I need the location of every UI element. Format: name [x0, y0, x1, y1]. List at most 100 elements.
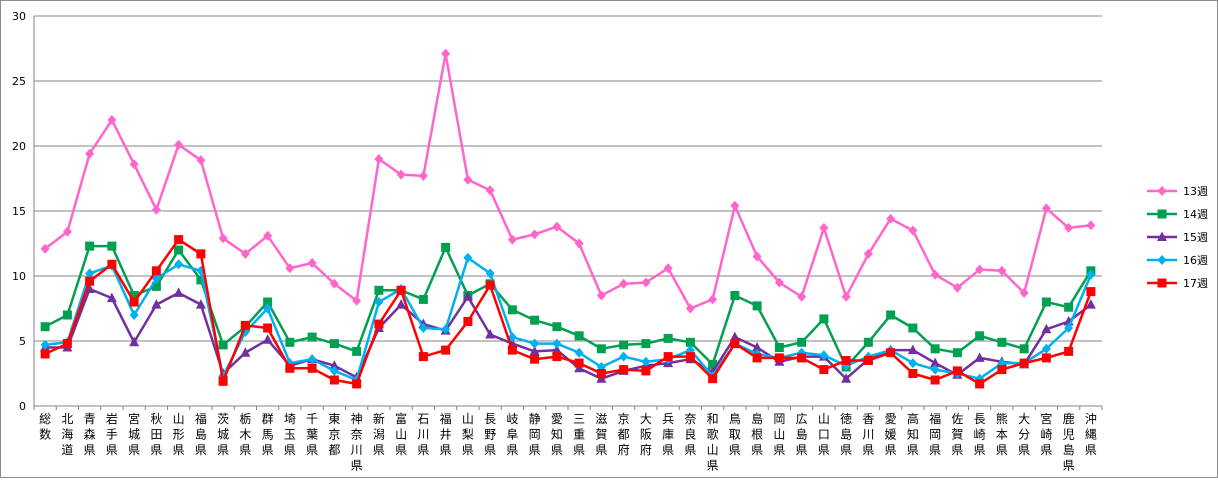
x-tick-label: 佐賀県: [951, 412, 963, 457]
data-point: [507, 234, 517, 245]
data-point: [1041, 323, 1052, 334]
data-point: [841, 356, 851, 365]
data-point: [307, 354, 317, 365]
data-point: [485, 268, 495, 279]
x-tick-label: 三重県: [573, 412, 585, 457]
data-point: [174, 245, 184, 255]
data-point: [329, 365, 339, 376]
legend-label: 13週: [1183, 185, 1208, 198]
data-point: [441, 324, 451, 335]
data-point: [797, 353, 807, 363]
x-tick-label: 広島県: [796, 412, 808, 457]
data-point: [151, 281, 161, 291]
x-tick-label: 長崎県: [974, 412, 986, 457]
data-point: [463, 317, 473, 326]
data-point: [396, 169, 406, 180]
y-tick-label: 30: [12, 10, 26, 23]
data-point: [62, 339, 72, 349]
data-point: [663, 263, 673, 274]
data-point: [107, 241, 117, 251]
data-point: [574, 358, 584, 368]
data-point: [886, 310, 896, 320]
data-point: [708, 359, 718, 369]
data-point: [641, 366, 651, 376]
data-point: [930, 269, 940, 280]
data-point: [863, 248, 873, 259]
data-point: [685, 337, 695, 347]
x-tick-label: 長野県: [484, 412, 496, 457]
legend-item: 15週: [1147, 231, 1208, 244]
data-point: [552, 322, 562, 332]
data-point: [997, 365, 1007, 375]
x-tick-label: 宮崎県: [1040, 411, 1052, 457]
x-tick-label: 山梨県: [462, 412, 474, 457]
data-point: [285, 363, 295, 373]
x-tick-label: 静岡県: [529, 412, 541, 457]
x-tick-label: 東京都: [328, 412, 340, 457]
legend-item: 13週: [1147, 185, 1208, 198]
data-point: [396, 299, 407, 309]
data-point: [263, 230, 273, 241]
data-point: [752, 251, 762, 262]
data-point: [1064, 222, 1074, 233]
x-tick-label: 総数: [39, 412, 51, 442]
data-point: [774, 343, 784, 352]
data-point: [530, 338, 540, 349]
x-axis: 総数北海道青森県岩手県宮城県秋田県山形県福島県茨城県栃木県群馬県埼玉県千葉県東京…: [33, 406, 1103, 473]
data-point: [1064, 346, 1074, 356]
data-point: [174, 139, 184, 150]
series-1: [40, 48, 1096, 314]
x-tick-label: 新潟県: [373, 411, 385, 457]
data-point: [441, 242, 451, 252]
data-point: [930, 375, 940, 385]
data-point: [930, 357, 941, 368]
data-point: [551, 344, 562, 355]
data-point: [952, 366, 962, 376]
data-point: [797, 291, 807, 302]
data-point: [1086, 269, 1096, 280]
data-point: [507, 332, 517, 343]
data-point: [62, 226, 72, 237]
data-point: [574, 331, 584, 341]
data-point: [507, 345, 517, 355]
data-point: [352, 346, 362, 356]
data-point: [329, 360, 340, 370]
x-tick-label: 京都府: [618, 412, 630, 457]
x-tick-label: 岡山県: [773, 412, 785, 457]
data-point: [107, 115, 117, 125]
data-point: [441, 48, 451, 59]
data-point: [196, 155, 206, 166]
legend-item: 16週: [1147, 254, 1208, 267]
data-point: [129, 310, 139, 320]
x-tick-label: 徳島県: [840, 411, 852, 457]
data-point: [685, 352, 695, 362]
y-tick-label: 5: [19, 335, 26, 348]
data-point: [819, 365, 829, 375]
x-tick-label: 群馬県: [262, 412, 274, 457]
data-point: [1086, 220, 1096, 231]
data-point: [819, 222, 829, 233]
data-point: [908, 323, 918, 333]
data-point: [218, 376, 228, 386]
data-point: [641, 277, 651, 288]
data-point: [841, 373, 852, 383]
data-point: [1086, 287, 1096, 297]
data-point: [863, 337, 873, 347]
data-point: [774, 353, 784, 363]
data-point: [663, 333, 673, 343]
data-point: [329, 278, 339, 289]
data-point: [329, 375, 339, 385]
data-point: [863, 356, 873, 365]
data-point: [819, 350, 829, 361]
data-point: [685, 303, 695, 314]
data-point: [418, 170, 428, 181]
legend: 13週 14週 15週 16週 17週: [1147, 185, 1208, 290]
data-point: [85, 268, 95, 279]
data-point: [574, 347, 584, 358]
x-tick-label: 福島県: [195, 411, 207, 457]
data-point: [908, 358, 918, 369]
data-point: [418, 294, 428, 304]
x-tick-label: 福岡県: [929, 411, 941, 457]
data-point: [374, 319, 384, 329]
data-point: [619, 351, 629, 362]
